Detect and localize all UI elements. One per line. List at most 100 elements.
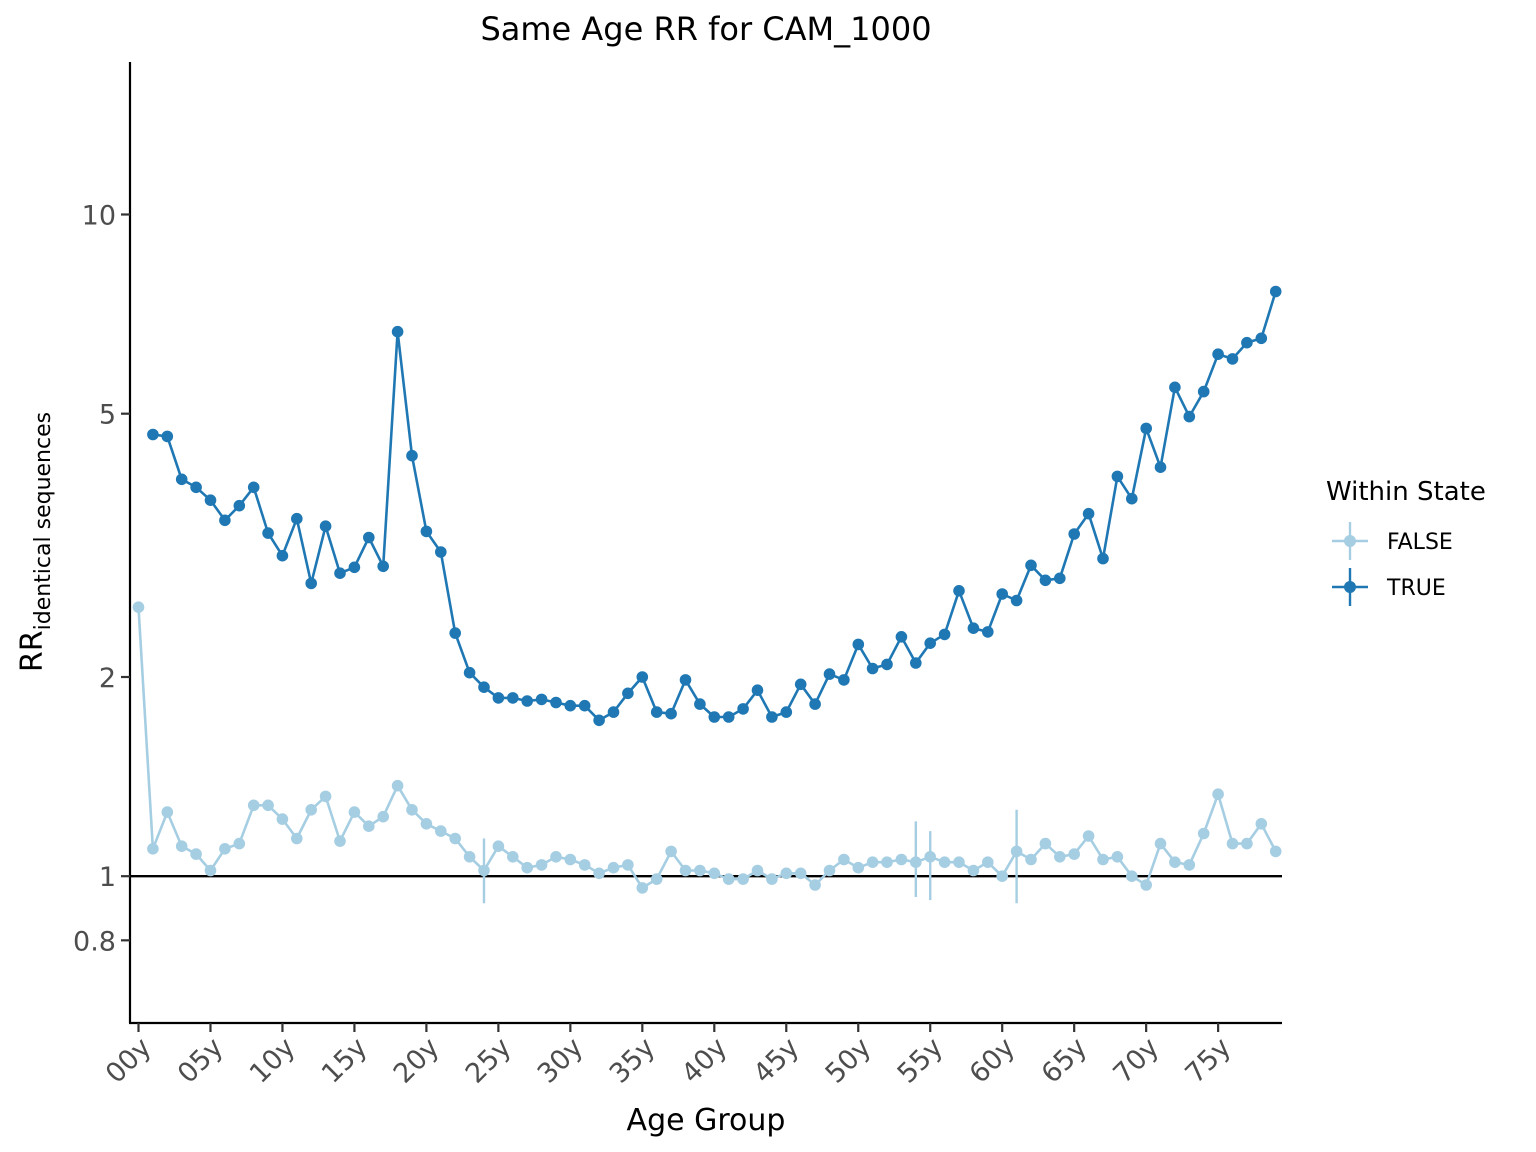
data-point bbox=[147, 428, 159, 441]
chart-title: Same Age RR for CAM_1000 bbox=[480, 10, 931, 48]
data-point bbox=[276, 549, 289, 562]
data-point bbox=[694, 698, 706, 710]
data-point bbox=[953, 856, 965, 868]
data-point bbox=[161, 430, 174, 443]
data-point bbox=[478, 864, 490, 877]
data-point bbox=[722, 711, 735, 723]
data-point bbox=[1169, 856, 1181, 868]
data-point bbox=[478, 681, 490, 693]
data-point bbox=[766, 873, 778, 885]
plot-area bbox=[130, 285, 1282, 904]
data-point bbox=[895, 853, 908, 866]
x-tick-label: 75y bbox=[1180, 1032, 1238, 1090]
data-point bbox=[449, 627, 462, 639]
data-point bbox=[1068, 848, 1080, 860]
data-point bbox=[578, 859, 591, 871]
data-point bbox=[1255, 818, 1268, 830]
data-point bbox=[550, 696, 562, 709]
data-point bbox=[1111, 851, 1124, 863]
data-point bbox=[881, 658, 893, 671]
data-point bbox=[291, 832, 303, 845]
x-axis-title: Age Group bbox=[627, 1103, 786, 1138]
data-point bbox=[895, 631, 908, 643]
data-point bbox=[722, 873, 735, 885]
data-point bbox=[420, 525, 433, 538]
data-point bbox=[550, 851, 562, 863]
data-point bbox=[593, 714, 605, 727]
data-point bbox=[607, 861, 620, 874]
x-tick-label: 40y bbox=[676, 1032, 734, 1090]
data-point bbox=[348, 806, 361, 818]
legend-items: FALSE TRUE bbox=[1332, 522, 1453, 606]
data-point bbox=[319, 520, 332, 532]
series-line bbox=[137, 607, 1277, 890]
data-point bbox=[910, 856, 922, 868]
data-point bbox=[1154, 837, 1167, 850]
data-point bbox=[507, 692, 519, 704]
data-point bbox=[679, 864, 692, 877]
data-point bbox=[1197, 385, 1210, 398]
data-point bbox=[1097, 853, 1109, 866]
data-point bbox=[910, 657, 922, 669]
data-point bbox=[305, 804, 318, 816]
data-point bbox=[1010, 594, 1023, 607]
data-point bbox=[406, 449, 418, 462]
data-point bbox=[866, 662, 879, 675]
data-point bbox=[1025, 559, 1037, 572]
y-axis-title-sub: identical sequences bbox=[31, 412, 56, 630]
data-point bbox=[435, 546, 447, 558]
data-point bbox=[463, 666, 476, 679]
data-point bbox=[1097, 552, 1109, 565]
data-point bbox=[1154, 461, 1167, 474]
data-point bbox=[564, 853, 577, 866]
series-false bbox=[132, 601, 1282, 904]
data-point bbox=[1039, 574, 1052, 587]
x-tick-label: 30y bbox=[532, 1032, 590, 1090]
data-point bbox=[636, 671, 649, 683]
data-point bbox=[1111, 470, 1124, 483]
data-point bbox=[334, 835, 346, 847]
data-point bbox=[838, 674, 850, 686]
data-point bbox=[262, 527, 274, 539]
data-point bbox=[1054, 851, 1066, 863]
data-point bbox=[1197, 827, 1210, 840]
data-point bbox=[319, 790, 332, 803]
data-point bbox=[751, 864, 764, 877]
data-point bbox=[1140, 879, 1152, 891]
data-point bbox=[233, 499, 246, 512]
x-tick-label: 00y bbox=[100, 1032, 158, 1090]
data-point bbox=[521, 861, 533, 874]
y-axis-title-main: RR bbox=[15, 630, 50, 672]
x-tick-label: 35y bbox=[604, 1032, 662, 1090]
x-tick-label: 55y bbox=[892, 1032, 950, 1090]
data-point bbox=[1025, 853, 1037, 866]
data-point bbox=[291, 512, 303, 525]
data-point bbox=[1183, 410, 1196, 423]
data-point bbox=[967, 864, 980, 877]
data-point bbox=[204, 864, 217, 877]
data-point bbox=[305, 577, 318, 590]
data-point bbox=[665, 707, 677, 720]
data-point bbox=[780, 706, 793, 718]
data-point bbox=[391, 325, 404, 338]
y-tick-label: 1 bbox=[99, 862, 116, 893]
data-point bbox=[564, 699, 577, 712]
data-point bbox=[190, 481, 202, 494]
x-axis-ticks: 00y 05y 10y 15y 20y 25y 30y 35y 40y 45y 50y 55y 60y 6… bbox=[100, 1023, 1237, 1090]
legend-label: TRUE bbox=[1386, 576, 1446, 601]
data-point bbox=[578, 699, 591, 712]
series-line bbox=[152, 291, 1277, 722]
data-point bbox=[809, 698, 821, 710]
data-point bbox=[1269, 845, 1282, 858]
series-layer bbox=[132, 285, 1282, 904]
data-point bbox=[1269, 285, 1282, 298]
data-point bbox=[852, 638, 865, 651]
data-point bbox=[823, 668, 836, 680]
data-point bbox=[866, 856, 879, 868]
data-point bbox=[953, 585, 965, 597]
x-tick-label: 15y bbox=[316, 1032, 374, 1090]
data-point bbox=[1010, 845, 1023, 858]
data-point bbox=[809, 879, 821, 891]
data-point bbox=[794, 678, 807, 691]
